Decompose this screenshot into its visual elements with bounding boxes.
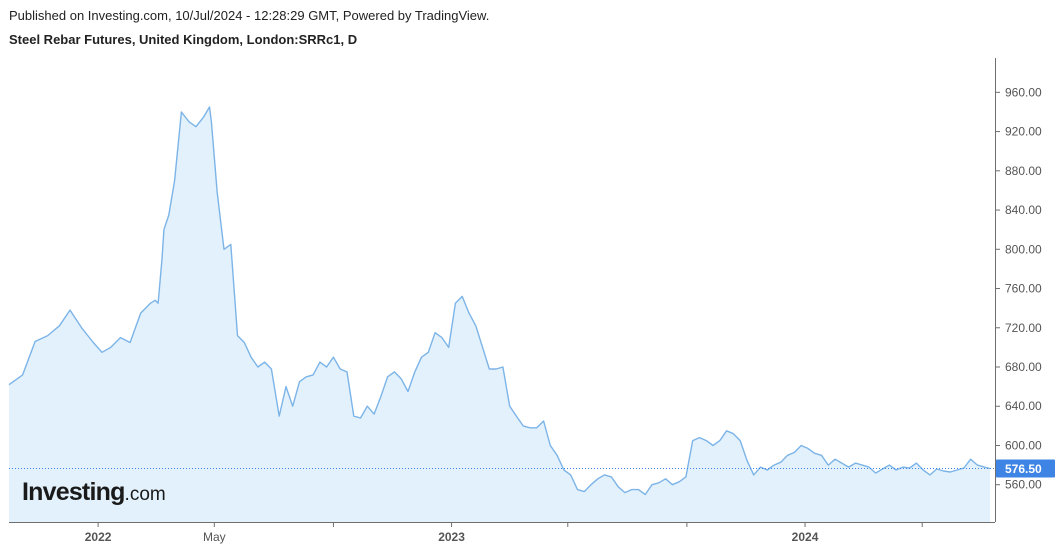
x-tick-label: 2022 [85, 530, 112, 544]
y-tick-label: 840.00 [1005, 203, 1042, 217]
y-tick-label: 720.00 [1005, 321, 1042, 335]
price-line [8, 106, 991, 496]
logo-dot: . [124, 484, 130, 505]
y-tick-label: 680.00 [1005, 360, 1042, 374]
last-price-badge [996, 459, 1055, 478]
logo-tld: com [129, 484, 166, 505]
y-tick-label: 920.00 [1005, 125, 1042, 139]
y-tick-label: 640.00 [1005, 399, 1042, 413]
last-price-label: 576.50 [1005, 462, 1042, 476]
published-caption: Published on Investing.com, 10/Jul/2024 … [9, 8, 490, 23]
y-tick-label: 560.00 [1005, 478, 1042, 492]
chart-title: Steel Rebar Futures, United Kingdom, Lon… [9, 32, 358, 47]
axes: 560.00 600.00 640.00 680.00 720.00 760.00 800.… [9, 58, 1055, 544]
x-tick-label: May [203, 530, 226, 544]
y-tick-label: 880.00 [1005, 164, 1042, 178]
y-tick-label: 960.00 [1005, 85, 1042, 99]
logo-main: Investing [22, 478, 125, 506]
y-tick-label: 600.00 [1005, 438, 1042, 452]
y-tick-label: 760.00 [1005, 282, 1042, 296]
price-area-fill [9, 107, 990, 522]
plot-area [8, 106, 995, 522]
y-tick-label: 800.00 [1005, 242, 1042, 256]
investing-logo: Investing.com [22, 478, 166, 507]
x-tick-label: 2024 [792, 530, 819, 544]
x-tick-label: 2023 [438, 530, 465, 544]
